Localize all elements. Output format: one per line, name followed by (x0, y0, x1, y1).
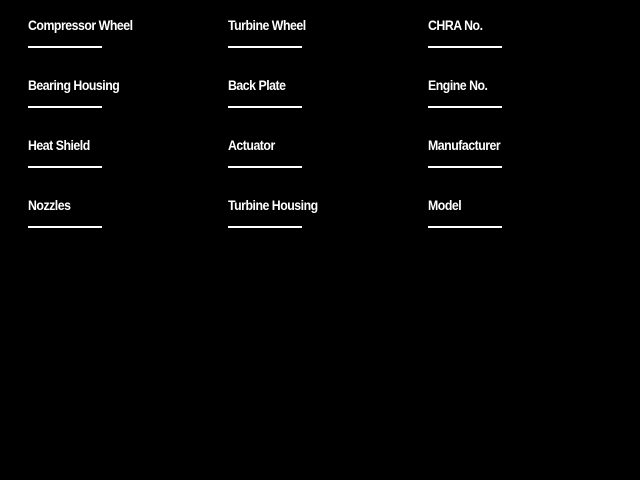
field-label: Nozzles (28, 197, 71, 213)
field-underline (428, 46, 502, 48)
field-input-manufacturer[interactable] (428, 154, 502, 168)
field-input-turbine-wheel[interactable] (228, 34, 302, 48)
field-underline (428, 166, 502, 168)
field-input-heat-shield[interactable] (28, 154, 102, 168)
field-input-turbine-housing[interactable] (228, 214, 302, 228)
field-underline (228, 166, 302, 168)
field-underline (28, 46, 102, 48)
field-input-model[interactable] (428, 214, 502, 228)
field-input-actuator[interactable] (228, 154, 302, 168)
field-back-plate[interactable]: Back Plate (228, 76, 428, 136)
field-input-nozzles[interactable] (28, 214, 102, 228)
field-underline (228, 106, 302, 108)
field-nozzles[interactable]: Nozzles (28, 196, 228, 256)
field-underline (228, 46, 302, 48)
field-compressor-wheel[interactable]: Compressor Wheel (28, 16, 228, 76)
field-input-compressor-wheel[interactable] (28, 34, 102, 48)
field-label: CHRA No. (428, 17, 483, 33)
field-underline (428, 106, 502, 108)
field-underline (428, 226, 502, 228)
field-model[interactable]: Model (428, 196, 628, 256)
field-label: Engine No. (428, 77, 488, 93)
field-turbine-wheel[interactable]: Turbine Wheel (228, 16, 428, 76)
field-label: Heat Shield (28, 137, 90, 153)
field-underline (28, 106, 102, 108)
field-label: Model (428, 197, 462, 213)
field-label: Turbine Wheel (228, 17, 306, 33)
field-heat-shield[interactable]: Heat Shield (28, 136, 228, 196)
field-engine-no[interactable]: Engine No. (428, 76, 628, 136)
field-input-engine-no[interactable] (428, 94, 502, 108)
field-label: Actuator (228, 137, 275, 153)
field-actuator[interactable]: Actuator (228, 136, 428, 196)
field-manufacturer[interactable]: Manufacturer (428, 136, 628, 196)
field-input-back-plate[interactable] (228, 94, 302, 108)
field-label: Turbine Housing (228, 197, 318, 213)
field-grid: Compressor Wheel Turbine Wheel CHRA No. … (28, 16, 612, 256)
field-chra-no[interactable]: CHRA No. (428, 16, 628, 76)
field-label: Bearing Housing (28, 77, 120, 93)
field-underline (28, 226, 102, 228)
field-input-chra-no[interactable] (428, 34, 502, 48)
field-turbine-housing[interactable]: Turbine Housing (228, 196, 428, 256)
field-underline (228, 226, 302, 228)
field-label: Compressor Wheel (28, 17, 133, 33)
field-bearing-housing[interactable]: Bearing Housing (28, 76, 228, 136)
field-label: Back Plate (228, 77, 286, 93)
field-underline (28, 166, 102, 168)
field-label: Manufacturer (428, 137, 501, 153)
field-input-bearing-housing[interactable] (28, 94, 102, 108)
